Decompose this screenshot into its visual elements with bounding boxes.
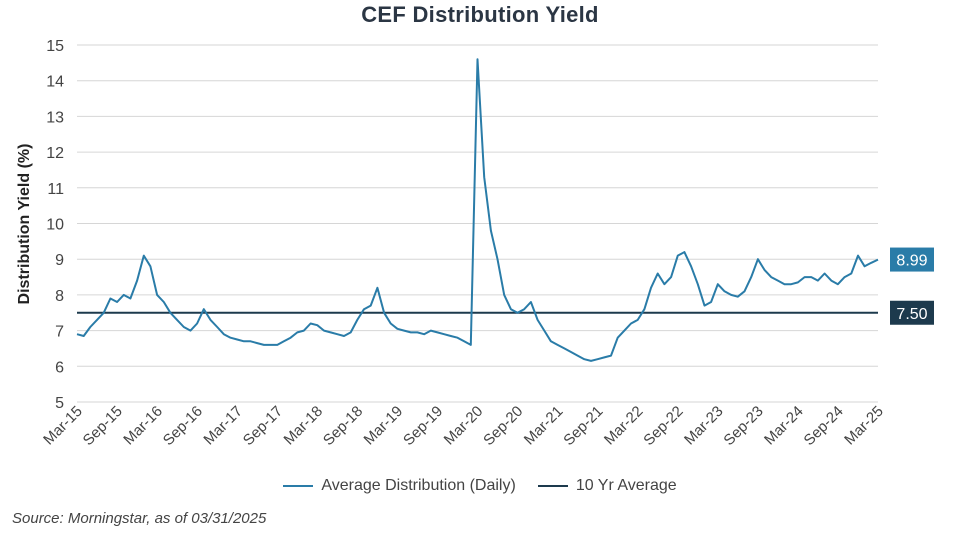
y-tick-label: 12 [46,145,64,162]
y-tick-label: 9 [55,252,64,269]
legend: Average Distribution (Daily) 10 Yr Avera… [0,477,960,495]
legend-swatch-daily [283,485,314,487]
x-tick-label: Sep-16 [160,403,206,449]
y-tick-label: 11 [47,181,64,198]
x-tick-label: Mar-21 [521,403,567,449]
end-label-average: 7.50 [890,300,934,325]
y-axis-ticks: 5 6 7 8 9 10 11 12 13 14 15 [46,38,64,412]
end-label-daily-text: 8.99 [896,253,927,270]
legend-item-daily: Average Distribution (Daily) [283,477,516,495]
x-tick-label: Mar-19 [361,403,407,449]
y-tick-label: 15 [46,38,64,55]
y-tick-label: 5 [55,395,64,412]
y-axis-label: Distribution Yield (%) [16,144,33,305]
x-tick-label: Sep-19 [400,403,446,449]
x-tick-label: Mar-18 [281,403,327,449]
x-tick-label: Mar-20 [441,403,487,449]
x-tick-label: Mar-16 [120,403,166,449]
y-tick-label: 6 [55,359,64,376]
y-tick-label: 8 [55,288,64,305]
x-tick-label: Mar-17 [200,403,246,449]
end-label-daily: 8.99 [890,247,934,272]
source-note: Source: Morningstar, as of 03/31/2025 [12,510,267,527]
x-axis-ticks: Mar-15Sep-15Mar-16Sep-16Mar-17Sep-17Mar-… [40,403,887,449]
chart-title: CEF Distribution Yield [361,2,599,27]
x-tick-label: Mar-25 [841,403,887,449]
y-tick-label: 7 [55,324,64,341]
end-label-average-text: 7.50 [896,306,927,323]
x-tick-label: Sep-21 [560,403,606,449]
end-label-daily-box [890,247,934,272]
y-tick-label: 14 [46,74,64,91]
x-tick-label: Mar-22 [601,403,647,449]
x-tick-label: Sep-24 [801,403,847,449]
x-tick-label: Sep-15 [80,403,126,449]
legend-label-daily: Average Distribution (Daily) [321,477,516,494]
x-tick-label: Mar-24 [761,403,807,449]
legend-swatch-average [537,485,568,487]
x-tick-label: Mar-23 [681,403,727,449]
x-tick-label: Sep-17 [240,403,286,449]
x-tick-label: Sep-20 [480,403,526,449]
end-labels: 8.99 7.50 [890,247,934,325]
y-tick-label: 10 [46,217,64,234]
x-tick-label: Sep-22 [640,403,686,449]
legend-label-average: 10 Yr Average [575,477,677,494]
y-tick-label: 13 [46,109,64,126]
end-label-average-box [890,300,934,325]
x-tick-label: Sep-23 [720,403,766,449]
legend-item-average: 10 Yr Average [537,477,677,495]
average-distribution-line [76,58,879,362]
x-tick-label: Sep-18 [320,403,366,449]
